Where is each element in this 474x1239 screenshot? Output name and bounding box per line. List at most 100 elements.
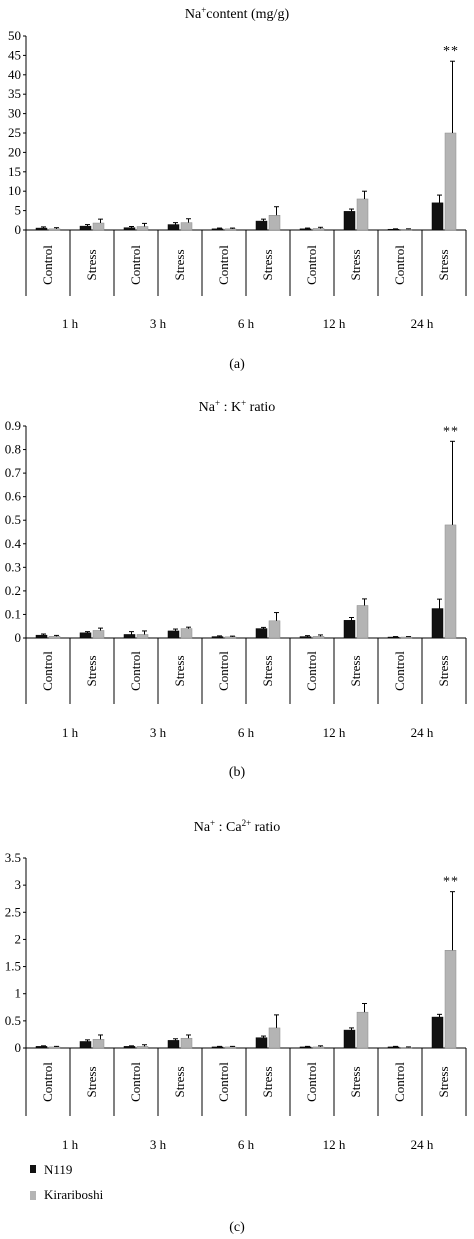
group-label: 6 h xyxy=(238,725,255,740)
category-label: Stress xyxy=(260,655,275,686)
legend-kirariboshi-label: Kirariboshi xyxy=(44,1187,104,1202)
y-tick-label: 0.5 xyxy=(5,512,21,527)
bar-n119 xyxy=(79,1041,92,1049)
y-tick-label: 2 xyxy=(15,931,22,946)
y-tick-label: 45 xyxy=(8,47,21,62)
bar-n119 xyxy=(167,1040,180,1049)
bar-n119 xyxy=(299,228,312,231)
bar-kirariboshi xyxy=(136,634,149,639)
y-tick-label: 0 xyxy=(15,1040,22,1055)
category-label: Control xyxy=(216,1062,231,1102)
bar-kirariboshi xyxy=(268,1027,281,1049)
y-tick-label: 30 xyxy=(8,106,21,121)
bar-n119 xyxy=(123,1046,136,1049)
y-tick-label: 1.5 xyxy=(5,959,21,974)
bar-n119 xyxy=(35,1046,48,1049)
bar-n119 xyxy=(211,636,224,639)
bar-kirariboshi xyxy=(136,226,149,231)
bar-kirariboshi xyxy=(444,132,457,231)
significance-marker: ** xyxy=(443,875,459,890)
y-tick-label: 25 xyxy=(8,125,21,140)
bar-kirariboshi xyxy=(224,636,237,639)
y-tick-label: 0.2 xyxy=(5,583,21,598)
category-label: Control xyxy=(304,245,319,285)
group-label: 24 h xyxy=(411,725,434,740)
bar-kirariboshi xyxy=(400,228,413,231)
category-label: Stress xyxy=(436,249,451,280)
bar-n119 xyxy=(387,636,400,639)
bar-kirariboshi xyxy=(48,228,61,231)
category-label: Stress xyxy=(172,655,187,686)
bar-kirariboshi xyxy=(224,228,237,231)
group-label: 24 h xyxy=(411,1137,434,1152)
y-tick-label: 20 xyxy=(8,144,21,159)
bar-kirariboshi xyxy=(356,198,369,231)
bar-n119 xyxy=(255,220,268,231)
bar-kirariboshi xyxy=(136,1046,149,1049)
significance-marker: ** xyxy=(443,424,459,439)
bar-kirariboshi xyxy=(92,222,105,231)
group-label: 12 h xyxy=(323,316,346,331)
y-tick-label: 3 xyxy=(15,877,22,892)
panel-a: Na+content (mg/g) 0 5 10 15 20 25 30 35 40 45 50 Co… xyxy=(8,5,467,372)
bar-n119 xyxy=(431,202,444,231)
bar-n119 xyxy=(431,1016,444,1049)
bar-kirariboshi xyxy=(268,620,281,639)
group-label: 1 h xyxy=(62,316,79,331)
category-label: Control xyxy=(40,651,55,691)
panel-c-title: Na+ : Ca2+ ratio xyxy=(194,818,281,835)
category-label: Stress xyxy=(84,655,99,686)
bar-kirariboshi xyxy=(92,1039,105,1049)
category-label: Control xyxy=(128,245,143,285)
bar-n119 xyxy=(211,1046,224,1049)
category-label: Stress xyxy=(260,1066,275,1097)
bar-n119 xyxy=(343,211,356,231)
bar-n119 xyxy=(387,1046,400,1049)
y-tick-label: 1 xyxy=(15,986,22,1001)
category-label: Control xyxy=(216,651,231,691)
category-label: Control xyxy=(216,245,231,285)
y-tick-label: 10 xyxy=(8,183,21,198)
bar-n119 xyxy=(255,1037,268,1049)
bar-n119 xyxy=(255,628,268,639)
bar-kirariboshi xyxy=(180,222,193,231)
category-label: Control xyxy=(304,651,319,691)
category-label: Stress xyxy=(172,249,187,280)
category-label: Control xyxy=(128,651,143,691)
y-tick-label: 2.5 xyxy=(5,904,21,919)
panel-a-title: Na+content (mg/g) xyxy=(185,5,290,22)
bar-n119 xyxy=(35,634,48,639)
category-label: Control xyxy=(392,1062,407,1102)
category-label: Stress xyxy=(348,1066,363,1097)
bar-n119 xyxy=(123,227,136,231)
category-label: Stress xyxy=(84,249,99,280)
bar-n119 xyxy=(387,228,400,231)
panel-a-plot: 0 5 10 15 20 25 30 35 40 45 50 Control Stress Control… xyxy=(8,28,467,331)
category-label: Stress xyxy=(348,655,363,686)
category-label: Stress xyxy=(260,249,275,280)
y-tick-label: 0.9 xyxy=(5,418,21,433)
group-label: 1 h xyxy=(62,725,79,740)
panel-a-label: (a) xyxy=(229,357,245,372)
bar-kirariboshi xyxy=(312,228,325,231)
bar-n119 xyxy=(299,1046,312,1049)
group-label: 3 h xyxy=(150,1137,167,1152)
panel-b-title: Na+ : K+ ratio xyxy=(199,398,276,415)
bar-kirariboshi xyxy=(48,1046,61,1049)
legend-kirariboshi-swatch xyxy=(30,1191,36,1200)
y-tick-label: 0.8 xyxy=(5,442,21,457)
group-label: 12 h xyxy=(323,1137,346,1152)
bar-n119 xyxy=(431,608,444,639)
group-label: 6 h xyxy=(238,316,255,331)
legend-n119-label: N119 xyxy=(44,1162,72,1177)
bar-n119 xyxy=(167,224,180,231)
group-label: 3 h xyxy=(150,316,167,331)
category-label: Control xyxy=(40,1062,55,1102)
bar-kirariboshi xyxy=(444,524,457,639)
panel-b-label: (b) xyxy=(229,765,246,780)
category-label: Control xyxy=(392,245,407,285)
y-tick-label: 0.4 xyxy=(5,536,22,551)
y-tick-label: 0.3 xyxy=(5,559,21,574)
y-tick-label: 3.5 xyxy=(5,850,21,865)
